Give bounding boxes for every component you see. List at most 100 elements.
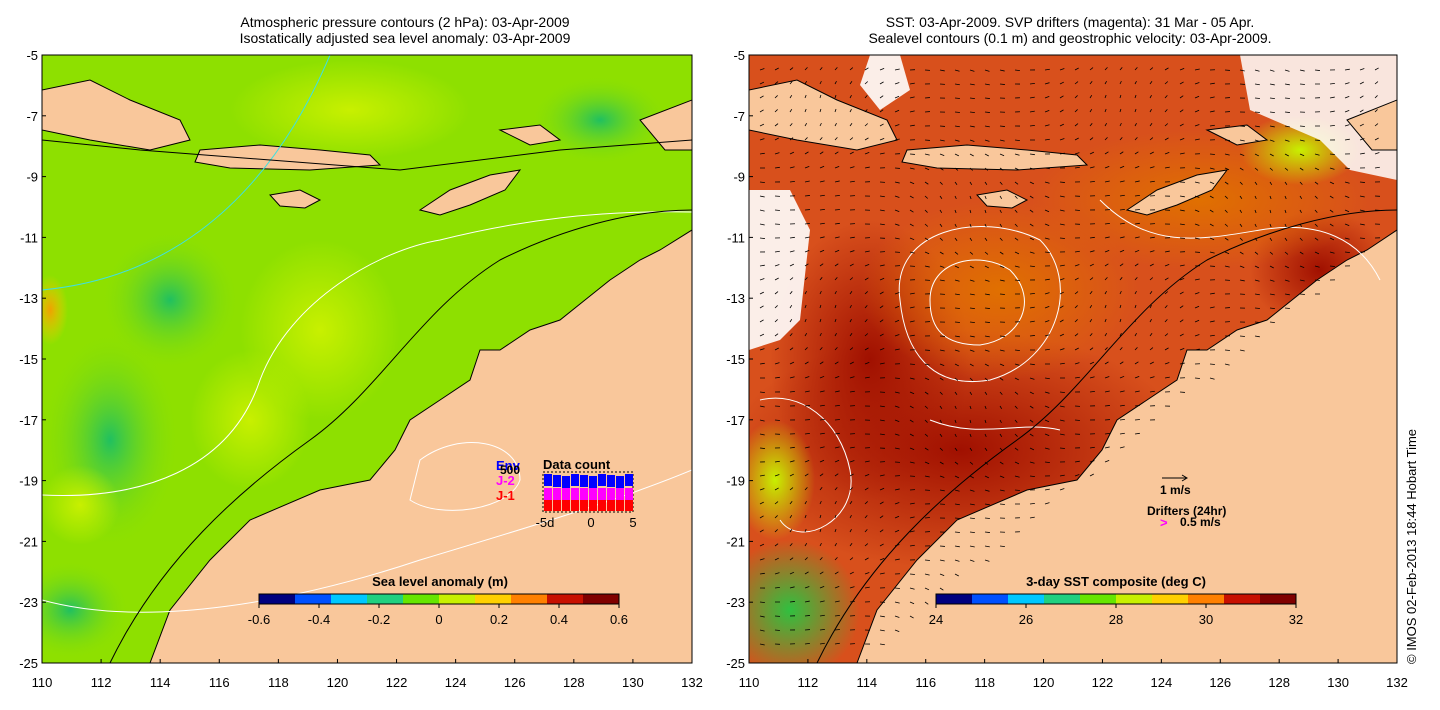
velocity-arrow xyxy=(849,514,852,519)
velocity-arrow xyxy=(999,475,1005,479)
velocity-arrow xyxy=(864,543,869,547)
velocity-arrow xyxy=(1254,279,1260,282)
velocity-arrow xyxy=(924,447,929,451)
velocity-arrow xyxy=(954,69,960,72)
velocity-arrow xyxy=(1134,432,1140,435)
velocity-arrow xyxy=(1344,110,1350,113)
velocity-arrow xyxy=(819,94,822,99)
velocity-arrow xyxy=(1104,361,1109,365)
velocity-arrow xyxy=(774,152,780,155)
velocity-arrow xyxy=(789,391,795,393)
shelf-contour xyxy=(816,209,1397,663)
velocity-arrow xyxy=(954,559,960,562)
velocity-arrow xyxy=(894,138,900,141)
x-tick-label: 116 xyxy=(209,675,230,690)
velocity-arrow xyxy=(789,376,795,379)
velocity-arrow xyxy=(1029,153,1035,156)
velocity-arrow xyxy=(894,488,900,491)
velocity-arrow xyxy=(894,544,900,547)
velocity-arrow xyxy=(1119,80,1122,85)
colorbar-tick-label: 0 xyxy=(435,612,442,627)
velocity-arrow xyxy=(1119,122,1122,127)
velocity-arrow xyxy=(1059,405,1065,408)
velocity-arrow xyxy=(1164,305,1168,309)
velocity-arrow xyxy=(1044,237,1050,240)
velocity-arrow xyxy=(819,277,823,281)
velocity-arrow xyxy=(894,124,900,127)
velocity-arrow xyxy=(1344,223,1350,226)
velocity-arrow xyxy=(819,419,825,421)
x-tick-label: 126 xyxy=(1209,675,1231,690)
velocity-arrow xyxy=(954,153,960,157)
velocity-arrow xyxy=(789,514,793,519)
velocity-arrow xyxy=(1044,124,1050,127)
velocity-arrow xyxy=(1209,96,1215,99)
velocity-arrow xyxy=(834,432,840,435)
right-colorbar-bar xyxy=(936,594,1297,604)
velocity-arrow xyxy=(879,529,884,533)
velocity-arrow xyxy=(819,137,823,141)
velocity-arrow xyxy=(909,601,915,605)
legend-max: 500 xyxy=(500,463,520,477)
velocity-arrow xyxy=(909,461,915,464)
velocity-arrow xyxy=(1104,277,1108,281)
velocity-arrow xyxy=(969,83,975,86)
velocity-arrow xyxy=(1344,167,1350,170)
y-tick-label: -25 xyxy=(19,656,38,671)
velocity-arrow xyxy=(804,473,809,477)
velocity-arrow xyxy=(1134,194,1140,197)
velocity-arrow xyxy=(804,487,808,491)
velocity-arrow xyxy=(1074,166,1080,169)
velocity-arrow xyxy=(969,307,975,310)
velocity-arrow xyxy=(1359,68,1365,71)
velocity-arrow xyxy=(954,237,958,241)
velocity-arrow xyxy=(999,167,1004,171)
velocity-arrow xyxy=(804,542,808,547)
velocity-arrow xyxy=(894,209,900,212)
velocity-arrow xyxy=(1089,291,1093,295)
velocity-arrow xyxy=(774,137,779,141)
velocity-arrow xyxy=(894,587,900,589)
velocity-arrow xyxy=(1029,110,1035,113)
velocity-arrow xyxy=(1059,209,1065,212)
velocity-arrow xyxy=(954,293,960,296)
velocity-arrow xyxy=(1089,108,1093,113)
velocity-arrow xyxy=(1194,82,1200,85)
velocity-arrow xyxy=(984,363,989,367)
velocity-arrow xyxy=(879,629,885,632)
velocity-arrow xyxy=(1029,181,1035,185)
velocity-arrow xyxy=(969,517,975,520)
right-title-line1: SST: 03-Apr-2009. SVP drifters (magenta)… xyxy=(885,14,1255,30)
velocity-arrow xyxy=(1104,180,1110,183)
velocity-arrow xyxy=(819,404,825,407)
velocity-arrow xyxy=(1014,489,1020,491)
y-tick-label: -19 xyxy=(19,474,38,489)
velocity-arrow xyxy=(1179,195,1185,198)
velocity-arrow xyxy=(879,347,885,351)
velocity-arrow xyxy=(984,503,990,506)
velocity-arrow xyxy=(1179,95,1184,99)
velocity-arrow xyxy=(894,292,900,295)
velocity-arrow xyxy=(789,180,795,183)
colorbar-segment xyxy=(295,594,332,604)
velocity-arrow xyxy=(984,559,990,562)
velocity-arrow xyxy=(939,167,944,171)
velocity-arrow xyxy=(1089,446,1095,449)
velocity-arrow xyxy=(1059,138,1065,141)
velocity-arrow xyxy=(984,153,989,157)
velocity-arrow xyxy=(849,166,855,169)
velocity-arrow xyxy=(1029,419,1034,423)
velocity-arrow xyxy=(804,600,810,603)
data-count-bar-j2 xyxy=(544,488,552,500)
velocity-arrow xyxy=(804,318,807,323)
velocity-arrow xyxy=(1044,419,1050,423)
velocity-arrow xyxy=(1254,83,1260,86)
velocity-arrow xyxy=(834,332,837,337)
velocity-arrow xyxy=(909,167,915,170)
velocity-arrow xyxy=(939,265,945,268)
velocity-arrow xyxy=(879,152,885,155)
velocity-arrow xyxy=(954,223,957,228)
velocity-arrow xyxy=(804,586,810,589)
data-count-bar-env xyxy=(589,476,597,488)
velocity-arrow xyxy=(774,291,779,295)
